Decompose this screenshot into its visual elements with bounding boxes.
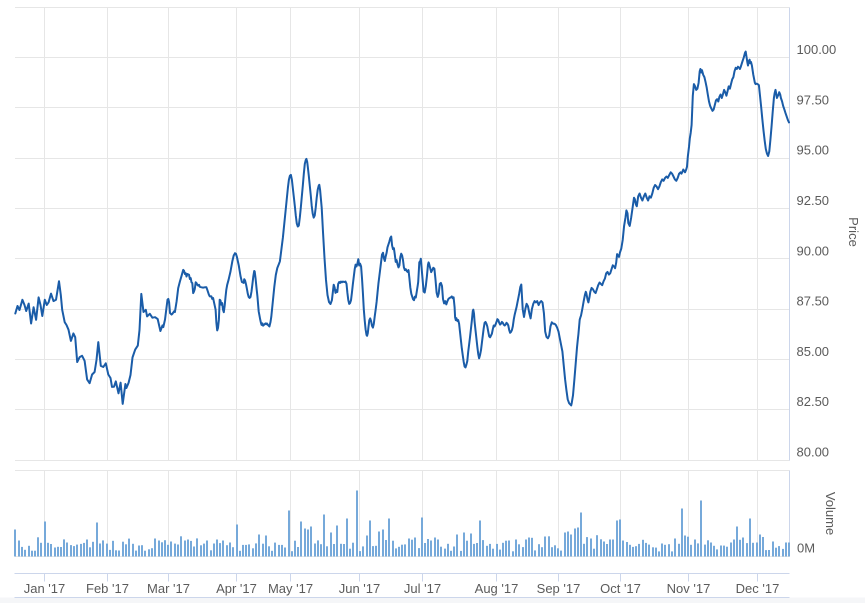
svg-text:Dec '17: Dec '17 [736,581,780,596]
svg-text:100.00: 100.00 [797,42,837,57]
svg-text:85.00: 85.00 [797,344,830,359]
svg-text:Jun '17: Jun '17 [339,581,381,596]
svg-text:Jul '17: Jul '17 [404,581,441,596]
svg-text:80.00: 80.00 [797,445,830,460]
svg-text:97.50: 97.50 [797,92,830,107]
svg-text:95.00: 95.00 [797,143,830,158]
svg-text:Price: Price [846,217,861,247]
svg-text:87.50: 87.50 [797,294,830,309]
svg-text:Apr '17: Apr '17 [216,581,257,596]
svg-text:Nov '17: Nov '17 [667,581,711,596]
svg-text:Volume: Volume [823,492,838,535]
svg-text:Mar '17: Mar '17 [147,581,190,596]
svg-text:Oct '17: Oct '17 [600,581,641,596]
svg-text:0M: 0M [797,541,815,556]
svg-text:92.50: 92.50 [797,193,830,208]
svg-text:Aug '17: Aug '17 [475,581,519,596]
svg-text:Sep '17: Sep '17 [537,581,581,596]
svg-text:82.50: 82.50 [797,394,830,409]
svg-text:90.00: 90.00 [797,243,830,258]
svg-text:Jan '17: Jan '17 [24,581,66,596]
svg-text:May '17: May '17 [268,581,313,596]
svg-text:Feb '17: Feb '17 [86,581,129,596]
